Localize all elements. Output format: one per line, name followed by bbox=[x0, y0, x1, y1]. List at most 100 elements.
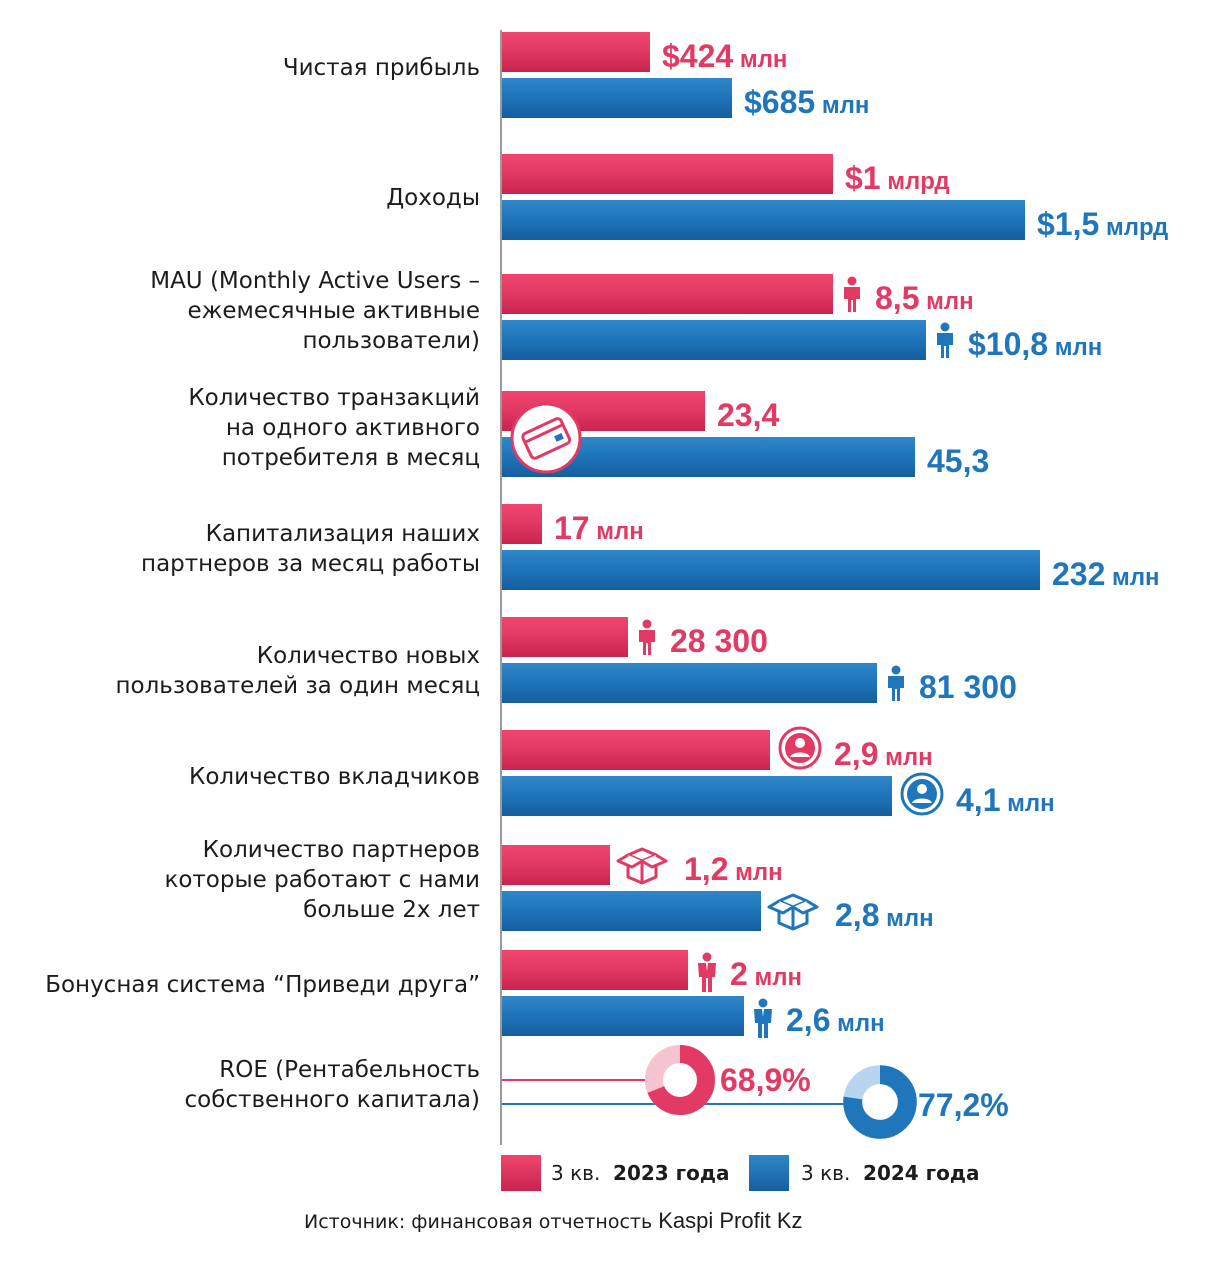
icon-2024 bbox=[885, 665, 907, 705]
value-label-2023: $424 млн bbox=[662, 36, 787, 80]
value-label-2024-number: 81 300 bbox=[919, 669, 1017, 705]
bar-2024 bbox=[502, 776, 892, 816]
value-label-2023: 28 300 bbox=[670, 621, 768, 661]
value-label-2024-number: 2,6 bbox=[786, 1002, 831, 1038]
bar-2023 bbox=[502, 950, 688, 990]
value-label-2023-number: 23,4 bbox=[717, 397, 780, 433]
value-label-2024: $1,5 млрд bbox=[1037, 204, 1168, 248]
value-label-2024-number: $10,8 bbox=[968, 326, 1049, 362]
value-label-2023: 68,9% bbox=[720, 1060, 811, 1100]
bar-2023 bbox=[502, 504, 542, 544]
legend-label-2023: 3 кв. 2023 года bbox=[551, 1155, 730, 1191]
value-label-2023-number: 68,9% bbox=[720, 1062, 811, 1098]
value-label-2024-number: $685 bbox=[744, 84, 816, 120]
roe-donut-2023 bbox=[640, 1040, 720, 1124]
value-label-2023-unit: млн bbox=[878, 744, 933, 771]
value-label-2023-number: 2,9 bbox=[834, 736, 879, 772]
value-label-2023: 1,2 млн bbox=[684, 849, 783, 893]
category-label: Количество партнеров которые работают с … bbox=[164, 837, 480, 923]
value-label-2024: 77,2% bbox=[918, 1085, 1009, 1125]
value-label-2024: 4,1 млн bbox=[956, 780, 1055, 824]
value-label-2023-number: 17 bbox=[554, 510, 590, 546]
legend-swatch-2024 bbox=[749, 1155, 789, 1191]
legend-year-2024: 2024 года bbox=[863, 1161, 980, 1185]
value-label-2023: 2,9 млн bbox=[834, 734, 933, 778]
value-label-2023-unit: млн bbox=[747, 964, 802, 991]
legend-prefix-2023: 3 кв. bbox=[551, 1161, 601, 1185]
icon-2023 bbox=[614, 841, 670, 889]
value-label-2024: 232 млн bbox=[1052, 554, 1160, 598]
value-label-2024-number: 45,3 bbox=[927, 443, 990, 479]
value-label-2023: 23,4 bbox=[717, 395, 779, 435]
value-label-2024-number: 2,8 bbox=[835, 897, 880, 933]
icon-2024 bbox=[752, 998, 774, 1042]
value-label-2023-unit: млн bbox=[728, 859, 783, 886]
icon-2024 bbox=[900, 772, 944, 820]
category-label: Количество транзакций на одного активног… bbox=[188, 385, 480, 471]
category-label: Количество новых пользователей за один м… bbox=[115, 643, 480, 699]
value-label-2023-unit: млн bbox=[919, 288, 974, 315]
bar-2023 bbox=[502, 274, 833, 314]
category-label: MAU (Monthly Active Users – ежемесячные … bbox=[150, 268, 480, 354]
bar-2023 bbox=[502, 154, 833, 194]
value-label-2023-number: 28 300 bbox=[670, 623, 768, 659]
value-label-2023: $1 млрд bbox=[845, 158, 950, 202]
value-label-2024-unit: млн bbox=[1105, 564, 1160, 591]
category-label: Доходы bbox=[386, 185, 480, 211]
bar-2023 bbox=[502, 32, 650, 72]
value-label-2024: 2,8 млн bbox=[835, 895, 934, 939]
bar-2024 bbox=[502, 320, 926, 360]
category-label: Бонусная система “Приведи друга” bbox=[45, 972, 480, 998]
card-icon bbox=[510, 402, 582, 478]
icon-2024 bbox=[934, 322, 956, 362]
bar-2023 bbox=[502, 845, 610, 885]
roe-donut-2024 bbox=[838, 1060, 922, 1148]
bar-2023 bbox=[502, 730, 770, 770]
value-label-2023-number: 2 bbox=[730, 956, 748, 992]
legend-label-2024: 3 кв. 2024 года bbox=[801, 1155, 980, 1191]
value-label-2024-unit: млн bbox=[830, 1010, 885, 1037]
icon-2023 bbox=[778, 726, 822, 774]
value-label-2024: 2,6 млн bbox=[786, 1000, 885, 1044]
icon-2023 bbox=[696, 952, 718, 996]
source-brand: Kaspi Profit Kz bbox=[658, 1208, 803, 1233]
category-label: ROE (Рентабельность собственного капитал… bbox=[184, 1057, 481, 1113]
roe-line-2023 bbox=[502, 1079, 652, 1081]
value-label-2024-unit: млн bbox=[879, 905, 934, 932]
icon-2024 bbox=[765, 887, 821, 935]
value-label-2023-number: 8,5 bbox=[875, 280, 920, 316]
bar-2024 bbox=[502, 78, 732, 118]
value-label-2024: 81 300 bbox=[919, 667, 1017, 707]
value-label-2024: $10,8 млн bbox=[968, 324, 1102, 368]
y-axis-line bbox=[500, 30, 502, 1145]
bar-2024 bbox=[502, 996, 744, 1036]
value-label-2023: 17 млн bbox=[554, 508, 644, 552]
value-label-2024-unit: млрд bbox=[1099, 214, 1169, 241]
legend-year-2023: 2023 года bbox=[613, 1161, 730, 1185]
value-label-2024-number: $1,5 bbox=[1037, 206, 1100, 242]
value-label-2024-number: 232 bbox=[1052, 556, 1106, 592]
category-label: Количество вкладчиков bbox=[189, 764, 480, 790]
value-label-2024-number: 4,1 bbox=[956, 782, 1001, 818]
value-label-2023: 2 млн bbox=[730, 954, 802, 998]
source-label: Источник: финансовая отчетность bbox=[304, 1211, 653, 1233]
bar-2024 bbox=[502, 200, 1025, 240]
bar-2024 bbox=[502, 550, 1040, 590]
legend-prefix-2024: 3 кв. bbox=[801, 1161, 851, 1185]
bar-2024 bbox=[502, 891, 761, 931]
bar-2024 bbox=[502, 663, 877, 703]
icon-2023 bbox=[636, 619, 658, 659]
value-label-2024-number: 77,2% bbox=[918, 1087, 1009, 1123]
value-label-2023-number: 1,2 bbox=[684, 851, 729, 887]
source-note: Источник: финансовая отчетность Kaspi Pr… bbox=[304, 1208, 803, 1234]
value-label-2024: 45,3 bbox=[927, 441, 989, 481]
value-label-2023-number: $424 bbox=[662, 38, 734, 74]
value-label-2023-unit: млрд bbox=[880, 168, 950, 195]
value-label-2024: $685 млн bbox=[744, 82, 869, 126]
value-label-2024-unit: млн bbox=[1048, 334, 1103, 361]
value-label-2024-unit: млн bbox=[815, 92, 870, 119]
category-label: Чистая прибыль bbox=[282, 55, 480, 81]
value-label-2024-unit: млн bbox=[1000, 790, 1055, 817]
value-label-2023-unit: млн bbox=[589, 518, 644, 545]
